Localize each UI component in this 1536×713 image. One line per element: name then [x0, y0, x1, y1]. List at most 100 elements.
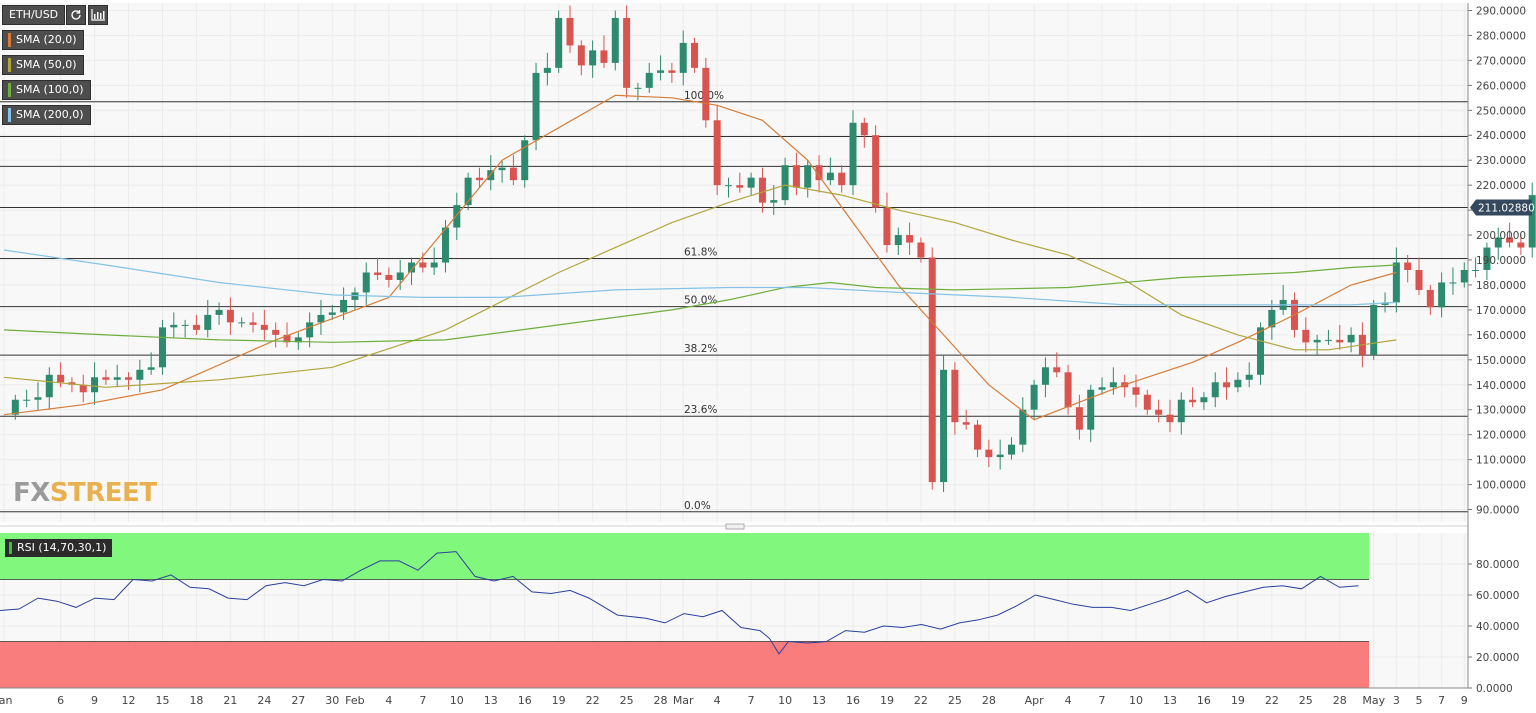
candle [362, 262, 370, 305]
candle-body [600, 50, 608, 63]
candle-body [1166, 414, 1174, 423]
candle-body [11, 399, 19, 415]
sma-20-swatch [8, 33, 11, 47]
y-tick-label: 290.0000 [1476, 5, 1526, 17]
candle [1007, 437, 1015, 460]
candle-body [974, 424, 982, 450]
candle [487, 155, 495, 191]
current-price-tag: 211.02880 [1470, 199, 1535, 216]
candle [1404, 255, 1412, 283]
candle [1494, 227, 1502, 261]
x-tick-label: 7 [1099, 694, 1106, 707]
indicator-sma-200[interactable]: SMA (200,0) [2, 105, 91, 125]
candle [1245, 362, 1253, 388]
candle [1177, 392, 1185, 435]
candle [283, 322, 291, 348]
candle-body [623, 17, 631, 88]
candle-body [362, 272, 370, 293]
candle-body [464, 177, 472, 206]
candle-body [566, 17, 574, 46]
candle [1030, 379, 1038, 420]
candle-body [577, 45, 585, 66]
candle-body [1483, 247, 1491, 270]
candle-body [1177, 399, 1185, 423]
rsi-oversold-zone [0, 641, 1369, 688]
x-tick-label: 4 [385, 694, 392, 707]
candle-body [1268, 309, 1276, 328]
candle [781, 157, 789, 206]
candle-body [1087, 389, 1095, 430]
x-tick-label: 24 [257, 694, 271, 707]
candle [1155, 399, 1163, 423]
candle-body [1189, 399, 1197, 403]
candle [974, 419, 982, 458]
candle-body [294, 337, 302, 343]
candle [521, 135, 529, 188]
candle [634, 82, 642, 101]
candle [1324, 329, 1332, 345]
x-tick-label: 18 [189, 694, 203, 707]
candle-body [260, 324, 268, 330]
candle-body [170, 324, 178, 328]
candle [566, 5, 574, 53]
candle [192, 314, 200, 335]
candle-body [136, 369, 144, 380]
candle-body [1053, 367, 1061, 373]
candle [758, 167, 766, 213]
candle [79, 374, 87, 403]
candle [1426, 284, 1434, 315]
rsi-indicator-label[interactable]: RSI (14,70,30,1) [5, 539, 113, 557]
candle-body [1506, 237, 1514, 243]
x-tick-label: 7 [419, 694, 426, 707]
candle-body [1426, 289, 1434, 308]
x-tick-label: 7 [1438, 694, 1445, 707]
y-tick-label: 110.0000 [1476, 455, 1526, 467]
candle [408, 257, 416, 285]
candle [453, 192, 461, 241]
candle [1460, 262, 1468, 288]
indicator-sma-20[interactable]: SMA (20,0) [2, 30, 84, 50]
y-tick-label: 100.0000 [1476, 480, 1526, 492]
candle-body [57, 374, 65, 383]
candle-body [521, 140, 529, 181]
candle-body [396, 272, 404, 280]
candle [34, 382, 42, 410]
candle-body [736, 185, 744, 188]
candle-body [238, 322, 246, 324]
candle [464, 172, 472, 211]
candle [668, 62, 676, 83]
candle-body [147, 367, 155, 370]
refresh-button[interactable] [66, 5, 86, 25]
candle [1087, 384, 1095, 443]
candle [272, 322, 280, 348]
candle [928, 247, 936, 490]
candle-body [996, 454, 1004, 458]
indicators-button[interactable] [88, 5, 108, 25]
indicator-sma-100[interactable]: SMA (100,0) [2, 80, 91, 100]
candle-body [804, 165, 812, 188]
candle [1257, 322, 1265, 385]
candle [181, 319, 189, 338]
candle-body [1347, 334, 1355, 343]
panel-resize-handle [725, 523, 745, 530]
candle-body [1336, 339, 1344, 343]
rsi-tick-label: 0.0000 [1476, 683, 1513, 695]
fib-level-label: 23.6% [684, 404, 717, 416]
rsi-line [0, 551, 1359, 655]
candle-body [192, 324, 200, 330]
candle-body [215, 309, 223, 315]
x-tick-label: 28 [982, 694, 996, 707]
candle [883, 192, 891, 253]
candle [894, 227, 902, 256]
indicator-label: SMA (100,0) [16, 83, 84, 96]
candle [317, 299, 325, 335]
candle-body [781, 165, 789, 201]
candle [532, 62, 540, 151]
candle [11, 394, 19, 420]
candle-body [1472, 269, 1480, 271]
candle-body [113, 377, 121, 380]
symbol-label[interactable]: ETH/USD [2, 5, 66, 25]
indicator-sma-50[interactable]: SMA (50,0) [2, 55, 84, 75]
candle [475, 167, 483, 188]
